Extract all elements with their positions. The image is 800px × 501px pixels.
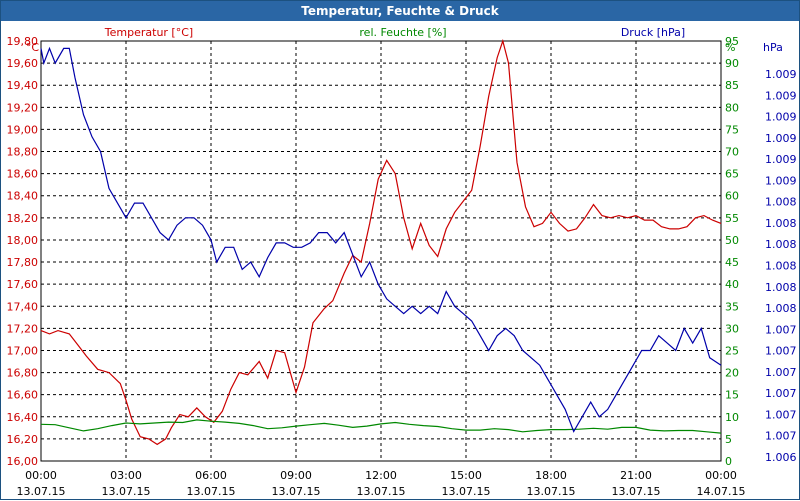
pressure-tick: 1.008 xyxy=(765,260,797,273)
pressure-tick: 1.007 xyxy=(765,408,797,421)
humidity-tick: 55 xyxy=(725,212,739,225)
humidity-axis: 0 5 10 15 20 25 30 35 40 45 50 55 60 65 70 75 80 85 90 95 xyxy=(725,35,739,468)
pressure-unit: hPa xyxy=(763,41,783,54)
x-tick-date: 14.07.15 xyxy=(697,485,746,498)
pressure-tick: 1.007 xyxy=(765,345,797,358)
humidity-tick: 85 xyxy=(725,79,739,92)
temperature-tick: 19,20 xyxy=(7,101,39,114)
temperature-unit: °C xyxy=(26,41,40,54)
temperature-tick: 16,00 xyxy=(7,455,39,468)
temperature-tick: 17,80 xyxy=(7,256,39,269)
temperature-tick: 16,80 xyxy=(7,367,39,380)
pressure-tick: 1.007 xyxy=(765,430,797,443)
temperature-tick: 16,60 xyxy=(7,389,39,402)
x-tick-time: 18:00 xyxy=(535,469,567,482)
pressure-tick: 1.006 xyxy=(765,451,797,464)
x-tick-date: 13.07.15 xyxy=(102,485,151,498)
temperature-tick: 16,40 xyxy=(7,411,39,424)
legend-pressure: Druck [hPa] xyxy=(621,26,685,39)
humidity-tick: 40 xyxy=(725,278,739,291)
x-tick-time: 00:00 xyxy=(705,469,737,482)
temperature-tick: 17,20 xyxy=(7,322,39,335)
temperature-tick: 18,00 xyxy=(7,234,39,247)
pressure-tick: 1.008 xyxy=(765,238,797,251)
series-temperature-line xyxy=(40,38,722,446)
x-tick-date: 13.07.15 xyxy=(612,485,661,498)
pressure-tick: 1.009 xyxy=(765,89,797,102)
temperature-tick: 17,00 xyxy=(7,344,39,357)
x-tick-time: 06:00 xyxy=(195,469,227,482)
legend-temperature: Temperatur [°C] xyxy=(104,26,193,39)
pressure-tick: 1.009 xyxy=(765,153,797,166)
pressure-tick: 1.009 xyxy=(765,68,797,81)
temperature-tick: 19,00 xyxy=(7,123,39,136)
x-tick-time: 21:00 xyxy=(620,469,652,482)
pressure-tick: 1.007 xyxy=(765,387,797,400)
gridlines xyxy=(41,41,721,461)
x-tick-date: 13.07.15 xyxy=(272,485,321,498)
x-tick-time: 09:00 xyxy=(280,469,312,482)
x-tick-date: 13.07.15 xyxy=(442,485,491,498)
series-pressure-line xyxy=(40,46,722,433)
pressure-tick: 1.007 xyxy=(765,323,797,336)
x-tick-date: 13.07.15 xyxy=(187,485,236,498)
temperature-tick: 19,40 xyxy=(7,79,39,92)
temperature-tick: 18,80 xyxy=(7,146,39,159)
humidity-tick: 30 xyxy=(725,322,739,335)
humidity-unit: % xyxy=(725,41,735,54)
temperature-tick: 17,40 xyxy=(7,300,39,313)
series-humidity-line xyxy=(40,419,722,434)
humidity-tick: 35 xyxy=(725,300,739,313)
pressure-tick: 1.008 xyxy=(765,217,797,230)
x-tick-time: 00:00 xyxy=(25,469,57,482)
temperature-axis: 16,00 16,20 16,40 16,60 16,80 17,00 17,20 17,40… xyxy=(7,35,39,468)
temperature-tick: 18,20 xyxy=(7,212,39,225)
x-tick-time: 15:00 xyxy=(450,469,482,482)
x-tick-date: 13.07.15 xyxy=(17,485,66,498)
temperature-tick: 19,60 xyxy=(7,57,39,70)
humidity-tick: 25 xyxy=(725,344,739,357)
pressure-tick: 1.008 xyxy=(765,196,797,209)
humidity-tick: 70 xyxy=(725,146,739,159)
humidity-tick: 45 xyxy=(725,256,739,269)
humidity-tick: 75 xyxy=(725,123,739,136)
temperature-tick: 18,60 xyxy=(7,168,39,181)
humidity-tick: 20 xyxy=(725,367,739,380)
pressure-axis: 1.006 1.007 1.007 1.007 1.007 1.007 1.007 1.008… xyxy=(765,68,797,464)
temperature-tick: 18,40 xyxy=(7,190,39,203)
temperature-tick: 17,60 xyxy=(7,278,39,291)
humidity-tick: 60 xyxy=(725,190,739,203)
humidity-tick: 50 xyxy=(725,234,739,247)
pressure-tick: 1.008 xyxy=(765,281,797,294)
pressure-tick: 1.007 xyxy=(765,366,797,379)
pressure-tick: 1.009 xyxy=(765,132,797,145)
x-tick-time: 12:00 xyxy=(365,469,397,482)
x-tick-time: 03:00 xyxy=(110,469,142,482)
window-title: Temperatur, Feuchte & Druck xyxy=(1,1,799,21)
temperature-tick: 16,20 xyxy=(7,433,39,446)
series-lines xyxy=(40,38,722,446)
x-axis: 00:00 13.07.15 03:00 13.07.15 06:00 13.07.15 0… xyxy=(17,469,746,498)
humidity-tick: 80 xyxy=(725,101,739,114)
humidity-tick: 15 xyxy=(725,389,739,402)
humidity-tick: 90 xyxy=(725,57,739,70)
pressure-tick: 1.008 xyxy=(765,302,797,315)
pressure-tick: 1.009 xyxy=(765,111,797,124)
pressure-tick: 1.009 xyxy=(765,174,797,187)
legend-humidity: rel. Feuchte [%] xyxy=(359,26,446,39)
humidity-tick: 0 xyxy=(725,455,732,468)
humidity-tick: 5 xyxy=(725,433,732,446)
x-tick-date: 13.07.15 xyxy=(357,485,406,498)
humidity-tick: 65 xyxy=(725,168,739,181)
humidity-tick: 95 xyxy=(725,35,739,48)
humidity-tick: 10 xyxy=(725,411,739,424)
x-tick-date: 13.07.15 xyxy=(527,485,576,498)
temperature-tick: 19,80 xyxy=(7,35,39,48)
